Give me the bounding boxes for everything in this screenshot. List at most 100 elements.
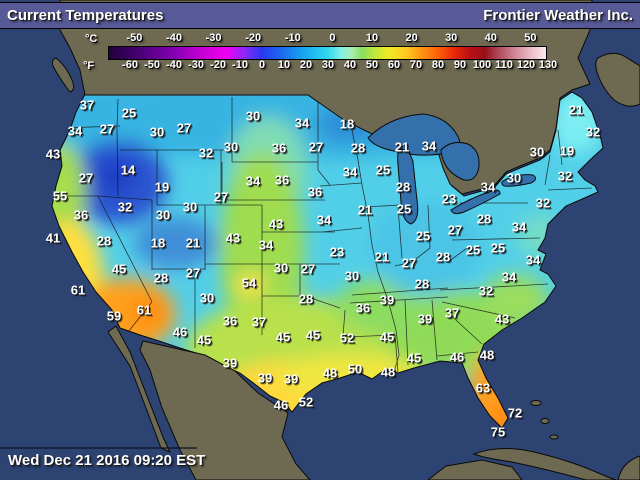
temp-label: 27 — [178, 122, 192, 137]
temp-label: 23 — [332, 247, 346, 262]
temp-label: 21 — [358, 203, 372, 218]
color-scale-bar — [108, 46, 547, 60]
temp-label: 45 — [197, 333, 211, 348]
temp-label: 21 — [186, 236, 200, 251]
temp-label: 32 — [481, 286, 495, 301]
temp-label: 21 — [360, 205, 374, 220]
temp-label: 37 — [82, 100, 96, 115]
temp-label: 30 — [275, 262, 289, 277]
temp-label: 39 — [382, 295, 396, 310]
temp-label: 54 — [244, 278, 259, 293]
temp-label: 75 — [493, 427, 507, 442]
temp-label: 30 — [507, 171, 521, 186]
lake-ontario — [501, 174, 537, 187]
temp-label: 43 — [270, 218, 284, 233]
temp-label: 50 — [350, 364, 364, 379]
temp-label: 25 — [377, 164, 391, 179]
lake-huron — [440, 142, 480, 181]
temp-label: 27 — [186, 266, 200, 281]
temp-label: 27 — [310, 141, 324, 156]
lake-erie — [450, 189, 501, 215]
temp-label: 34 — [248, 176, 263, 191]
temp-label: 36 — [273, 142, 287, 157]
temp-label: 41 — [47, 232, 61, 247]
temp-label: 27 — [449, 224, 463, 239]
temp-label: 30 — [509, 173, 523, 188]
temp-label: 27 — [177, 121, 191, 136]
temp-label: 45 — [381, 331, 395, 346]
celsius-tick: 10 — [365, 32, 379, 44]
temp-label: 28 — [299, 292, 313, 307]
temp-label: 72 — [510, 408, 524, 423]
temp-label: 37 — [447, 308, 461, 323]
temp-label: 34 — [526, 253, 541, 268]
brand-title: Frontier Weather Inc. — [483, 7, 633, 24]
temp-label: 27 — [216, 192, 230, 207]
temp-label: 21 — [188, 238, 202, 253]
temp-label: 25 — [417, 230, 431, 245]
temp-label: 18 — [340, 117, 354, 132]
temp-label: 36 — [277, 175, 291, 190]
temp-label: 46 — [276, 400, 290, 415]
temp-label: 30 — [224, 140, 238, 155]
celsius-tick-row: -50 -40 -30 -20 -10 0 10 20 30 40 50 — [0, 32, 640, 45]
temp-label: 28 — [154, 271, 168, 286]
temp-label: 45 — [276, 330, 290, 345]
temp-label: 30 — [246, 109, 260, 124]
temp-label: 27 — [188, 268, 202, 283]
temp-label: 28 — [353, 143, 367, 158]
temp-label: 19 — [561, 145, 575, 160]
temp-label: 45 — [306, 328, 320, 343]
temp-label: 25 — [123, 107, 137, 122]
temp-label: 30 — [185, 202, 199, 217]
fahrenheit-tick: 70 — [409, 59, 423, 71]
temp-label: 25 — [376, 163, 390, 178]
temp-label: 19 — [562, 146, 576, 161]
temp-label: 34 — [512, 220, 527, 235]
temp-label: 36 — [275, 173, 289, 188]
temp-label: 27 — [402, 256, 416, 271]
fahrenheit-tick: 100 — [472, 59, 492, 71]
temp-label: 61 — [138, 304, 152, 319]
temp-label: 28 — [436, 250, 450, 265]
temp-label: 36 — [357, 302, 371, 317]
temp-label: 46 — [452, 352, 466, 367]
temp-label: 36 — [308, 185, 322, 200]
temp-label: 19 — [157, 182, 171, 197]
temp-label: 39 — [259, 372, 273, 387]
temp-label: 32 — [538, 198, 552, 213]
temp-label: 52 — [340, 331, 354, 346]
fahrenheit-tick: 40 — [343, 59, 357, 71]
celsius-tick: -40 — [166, 32, 182, 44]
temp-label: 30 — [202, 293, 216, 308]
temp-label: 25 — [397, 202, 411, 217]
temp-label: 34 — [260, 239, 275, 254]
fahrenheit-tick: -50 — [144, 59, 160, 71]
temp-label: 34 — [246, 174, 261, 189]
temp-label: 25 — [124, 108, 138, 123]
fahrenheit-tick: -30 — [188, 59, 204, 71]
temp-label: 27 — [404, 258, 418, 273]
temp-label: 34 — [481, 180, 496, 195]
temp-label: 52 — [342, 333, 356, 348]
temp-label: 43 — [495, 312, 509, 327]
temp-label: 72 — [508, 406, 522, 421]
temp-label: 34 — [345, 167, 360, 182]
temp-label: 28 — [97, 234, 111, 249]
temp-label: 43 — [271, 219, 285, 234]
temp-label: 28 — [477, 212, 491, 227]
temp-label: 43 — [228, 233, 242, 248]
temp-label: 27 — [214, 190, 228, 205]
temp-label: 30 — [276, 263, 290, 278]
temp-label: 45 — [409, 353, 423, 368]
temp-label: 43 — [497, 314, 511, 329]
temp-label: 75 — [492, 426, 506, 441]
celsius-tick: 30 — [445, 32, 458, 44]
temp-label: 36 — [358, 303, 372, 318]
temp-label: 30 — [201, 292, 215, 307]
temp-label: 45 — [278, 332, 292, 347]
temp-label: 75 — [491, 425, 505, 440]
temp-label: 28 — [417, 279, 431, 294]
temp-label: 27 — [403, 257, 417, 272]
